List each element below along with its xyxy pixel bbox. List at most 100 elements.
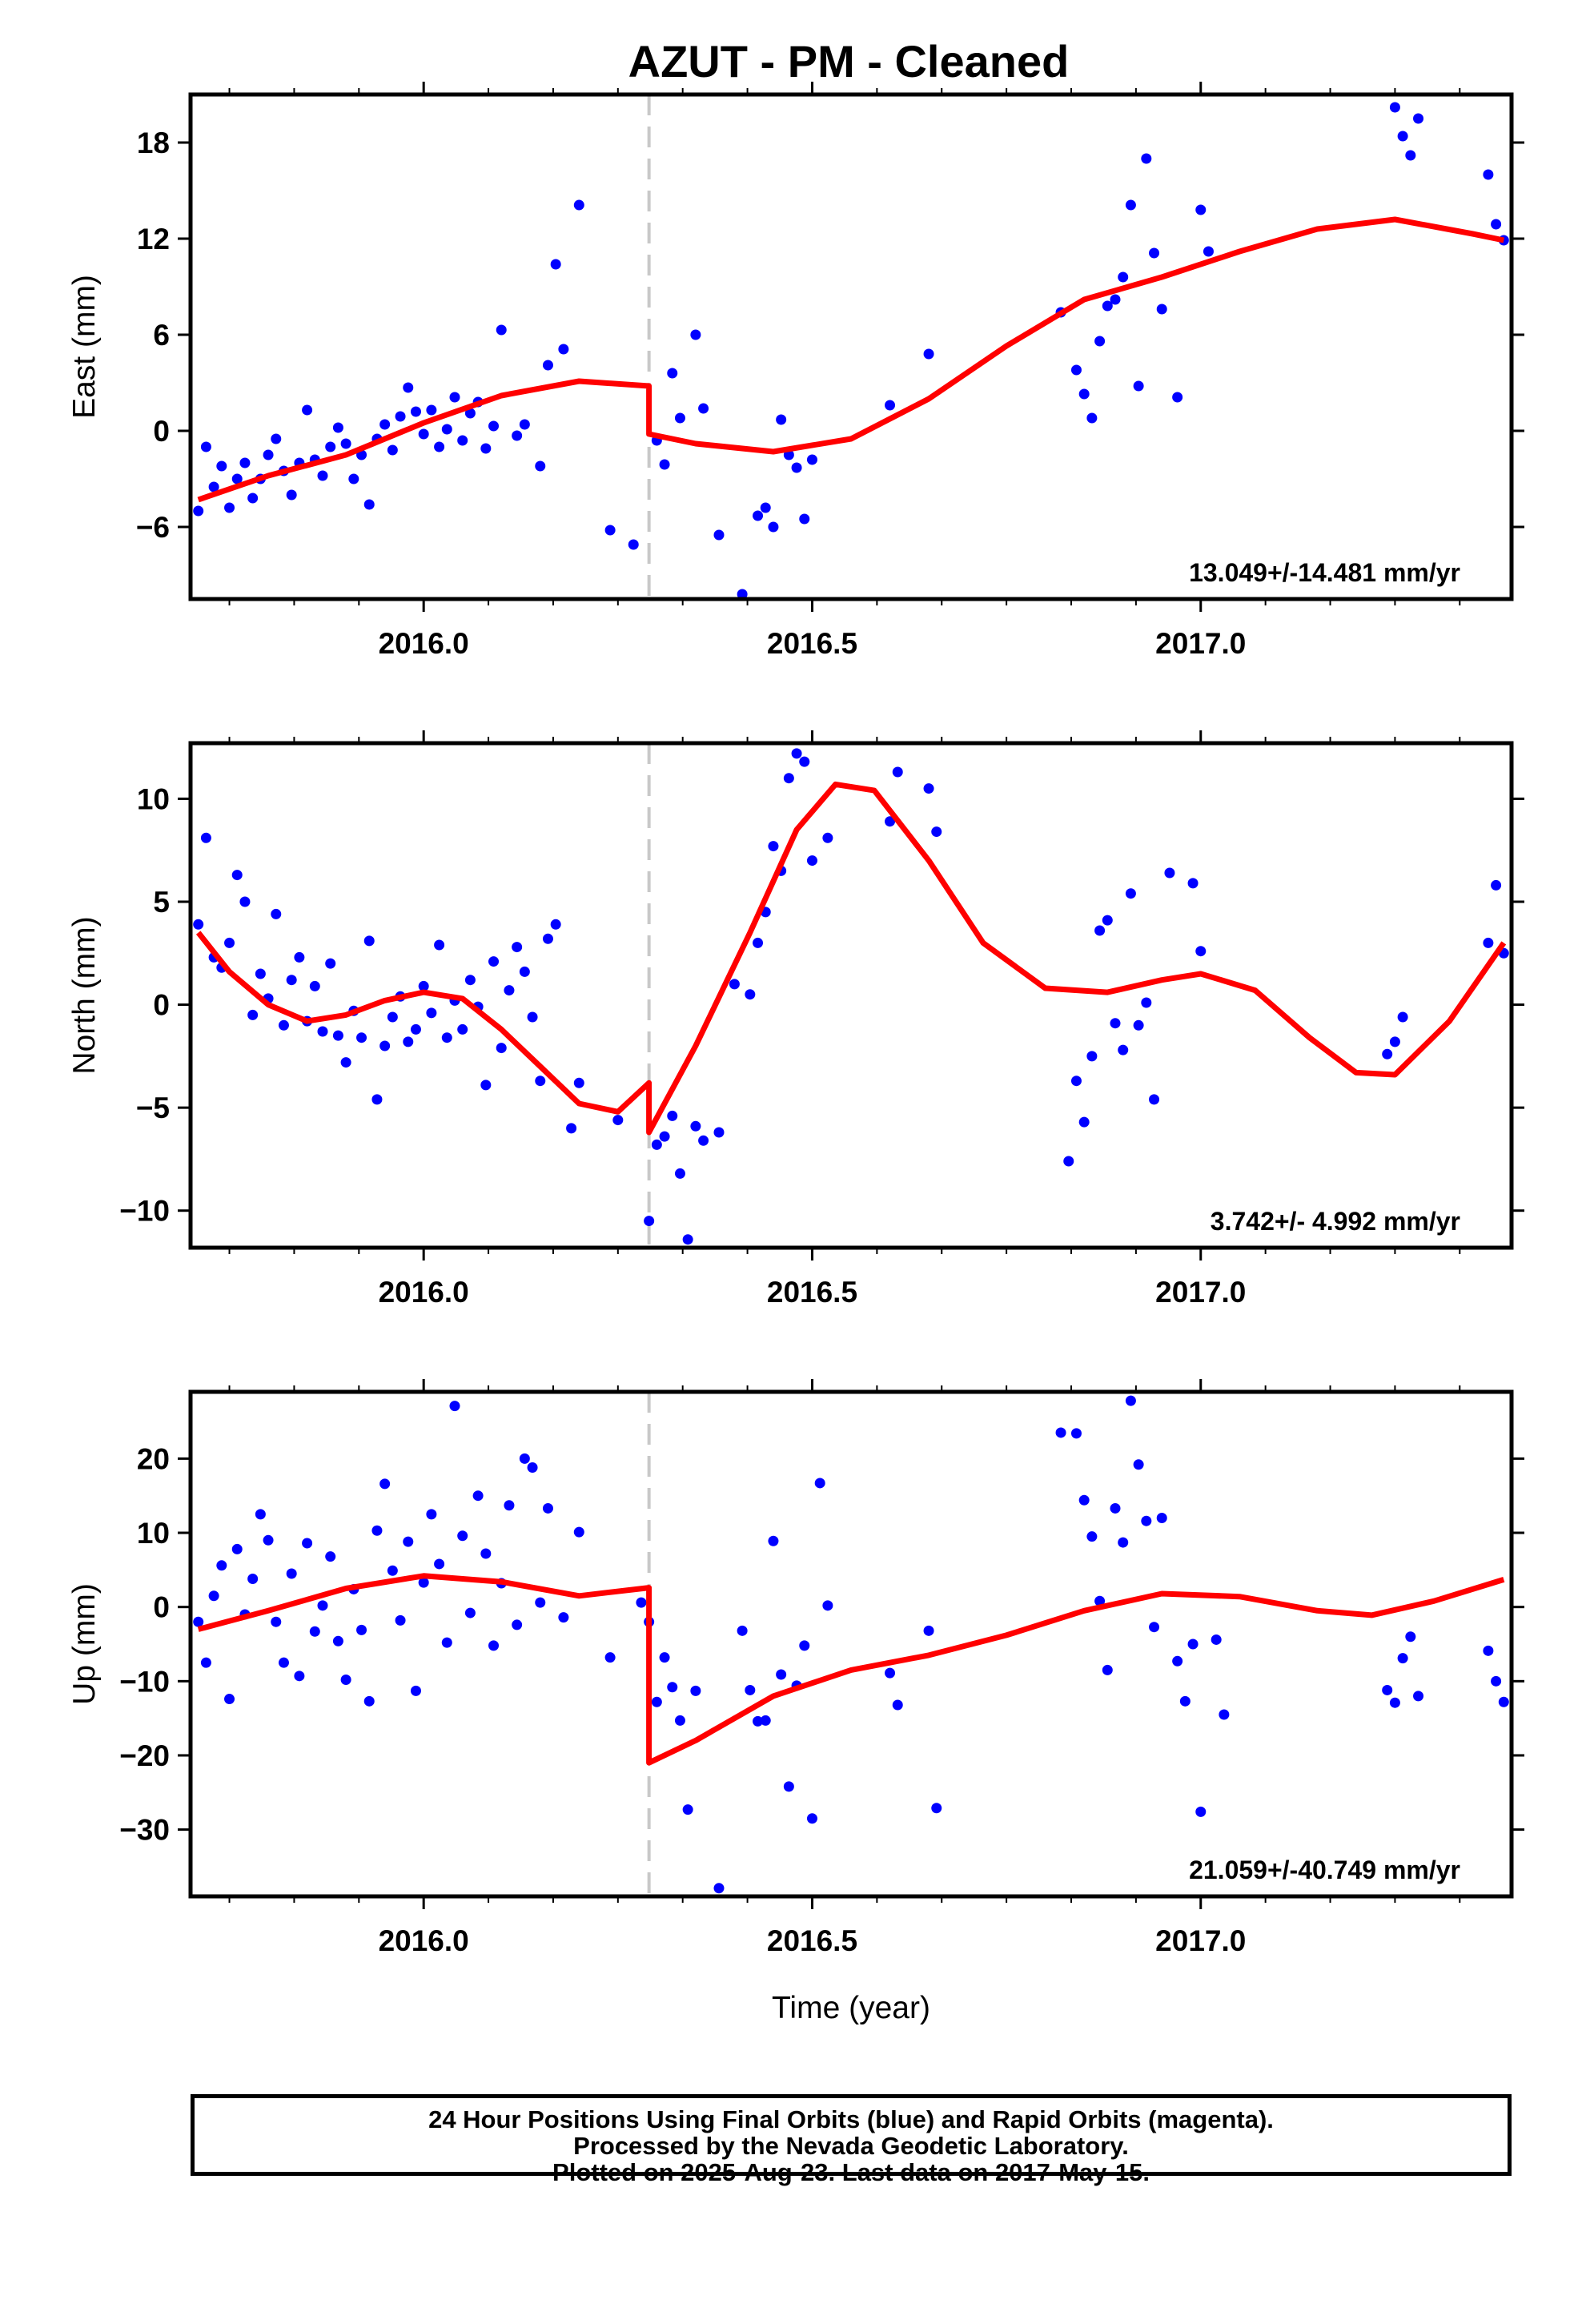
data-point — [488, 956, 500, 967]
data-point — [379, 419, 391, 430]
data-point — [519, 966, 530, 977]
data-point — [1078, 1494, 1090, 1506]
data-point — [791, 748, 802, 759]
data-point — [1405, 150, 1416, 161]
data-point — [224, 937, 235, 948]
y-tick-label: 6 — [153, 319, 170, 352]
data-point — [371, 1525, 383, 1536]
data-point — [1094, 336, 1106, 347]
data-point — [573, 199, 584, 211]
data-point — [550, 919, 561, 930]
data-point — [379, 1040, 391, 1051]
data-point — [1070, 1076, 1082, 1087]
data-point — [208, 1590, 219, 1602]
data-point — [504, 985, 515, 996]
data-point — [1086, 1531, 1098, 1542]
model-curve — [197, 1573, 1505, 1766]
data-point — [885, 400, 896, 411]
data-point — [1483, 937, 1494, 948]
data-point — [519, 1453, 530, 1464]
data-point — [1397, 1653, 1408, 1664]
data-point — [1141, 997, 1152, 1008]
data-point — [512, 942, 523, 953]
y-tick-label: 5 — [153, 886, 170, 919]
data-point — [931, 826, 942, 838]
data-point — [224, 502, 235, 513]
model-curve — [195, 781, 1507, 1136]
data-point — [464, 1607, 476, 1618]
plot-frame — [188, 1389, 1514, 1899]
y-tick-label: −30 — [119, 1814, 170, 1847]
data-point — [1149, 1094, 1160, 1105]
data-point — [1195, 204, 1207, 215]
y-axis-label: East (mm) — [67, 275, 102, 419]
data-point — [418, 428, 429, 440]
data-point — [263, 1534, 274, 1546]
data-point — [512, 430, 523, 441]
y-tick-label: −10 — [119, 1195, 170, 1228]
data-point — [286, 975, 297, 986]
footer-note: 24 Hour Positions Using Final Orbits (bl… — [191, 2094, 1512, 2185]
data-point — [1133, 1459, 1144, 1470]
data-point — [239, 457, 251, 468]
data-point — [193, 919, 204, 930]
data-point — [512, 1619, 523, 1630]
data-point — [472, 1490, 484, 1502]
y-tick-label: −10 — [119, 1665, 170, 1698]
y-tick-label: 0 — [153, 1591, 170, 1624]
data-point — [231, 473, 243, 485]
y-tick-label: 12 — [137, 223, 170, 255]
data-point — [332, 1635, 343, 1647]
data-point — [1156, 304, 1167, 315]
y-tick-label: −6 — [136, 511, 170, 544]
data-point — [426, 404, 437, 416]
data-point — [294, 1671, 305, 1682]
data-point — [496, 1043, 507, 1054]
data-point — [286, 1568, 297, 1579]
data-point — [1125, 199, 1136, 211]
data-point — [674, 1168, 685, 1179]
data-point — [1110, 1018, 1121, 1029]
data-point — [1118, 1044, 1129, 1055]
y-tick-label: −5 — [136, 1092, 170, 1124]
data-point — [231, 1543, 243, 1554]
data-point — [822, 832, 833, 843]
data-point — [682, 1234, 693, 1245]
data-point — [760, 1715, 771, 1726]
data-point — [1195, 1806, 1207, 1817]
data-point — [247, 1009, 259, 1020]
data-point — [317, 1600, 328, 1611]
data-point — [799, 513, 810, 525]
data-point — [434, 1558, 445, 1570]
data-point — [271, 908, 282, 919]
data-point — [278, 1657, 289, 1668]
data-point — [690, 329, 701, 340]
data-point — [550, 259, 561, 270]
data-point — [1195, 946, 1207, 957]
x-tick-label: 2016.0 — [379, 627, 469, 660]
x-axis-label: Time (year) — [772, 1991, 930, 2025]
data-point — [729, 979, 740, 990]
data-series — [193, 1395, 1509, 1894]
data-point — [464, 975, 476, 986]
data-point — [363, 935, 375, 947]
data-point — [403, 382, 414, 393]
velocity-label: 21.059+/-40.749 mm/yr — [1189, 1856, 1460, 1884]
x-tick-label: 2016.0 — [379, 1276, 469, 1309]
data-point — [644, 1216, 655, 1227]
data-point — [1156, 1513, 1167, 1523]
data-point — [200, 832, 211, 843]
data-point — [488, 420, 500, 432]
data-point — [403, 1036, 414, 1047]
data-point — [302, 404, 313, 416]
data-point — [783, 1781, 794, 1792]
data-point — [1397, 131, 1408, 142]
data-point — [1078, 388, 1090, 400]
data-point — [1389, 1036, 1400, 1047]
data-point — [573, 1526, 584, 1538]
data-point — [713, 529, 725, 541]
data-point — [628, 539, 639, 550]
x-tick-label: 2017.0 — [1155, 1276, 1246, 1309]
data-point — [737, 589, 748, 599]
y-tick-label: 10 — [137, 1517, 170, 1550]
